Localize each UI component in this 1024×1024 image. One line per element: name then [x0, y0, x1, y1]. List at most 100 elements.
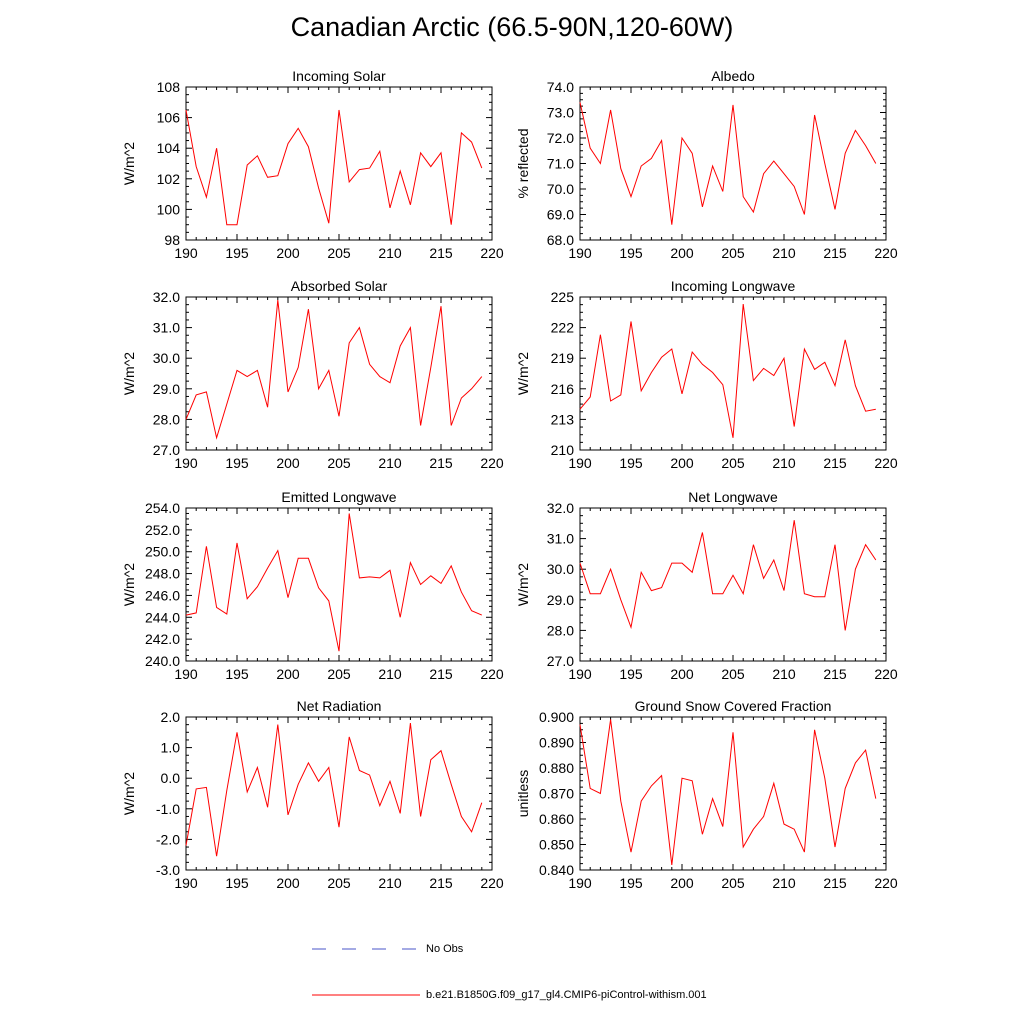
- panel-4-x-tick-label: 215: [823, 455, 847, 471]
- panel-4-series-line: [579, 304, 876, 438]
- panel-6-x-tick-label: 220: [874, 666, 898, 682]
- panel-2-x-tick-label: 210: [772, 245, 796, 261]
- panel-8-y-tick-label: 0.860: [539, 811, 574, 827]
- panel-3-y-tick-label: 32.0: [153, 289, 180, 305]
- panel-4-y-tick-label: 225: [551, 289, 575, 305]
- panel-4-x-tick-label: 200: [670, 455, 694, 471]
- panel-2-x-tick-label: 195: [619, 245, 643, 261]
- panel-5-y-tick-label: 242.0: [145, 631, 180, 647]
- panel-6-y-tick-label: 28.0: [547, 622, 574, 638]
- panel-6-y-tick-label: 29.0: [547, 592, 574, 608]
- panel-8-y-tick-label: 0.900: [539, 709, 574, 725]
- panel-3-x-tick-label: 200: [276, 455, 300, 471]
- panel-7-x-tick-label: 210: [378, 875, 402, 891]
- panel-5-x-tick-label: 190: [174, 666, 198, 682]
- panel-8-frame: [579, 716, 887, 871]
- panel-5-y-tick-label: 246.0: [145, 587, 180, 603]
- panel-2-title: Albedo: [711, 68, 755, 84]
- panel-8-x-tick-label: 200: [670, 875, 694, 891]
- panel-3-series-line: [185, 300, 483, 440]
- panel-3-y-tick-label: 31.0: [153, 320, 180, 336]
- panel-6-title: Net Longwave: [688, 489, 778, 505]
- panel-5-x-tick-label: 220: [480, 666, 504, 682]
- panel-4-x-tick-label: 210: [772, 455, 796, 471]
- panel-2-y-tick-label: 70.0: [547, 181, 574, 197]
- panel-3-x-tick-label: 190: [174, 455, 198, 471]
- panel-1-x-tick-label: 215: [429, 245, 453, 261]
- panel-8-y-tick-label: 0.870: [539, 786, 574, 802]
- panel-2-y-tick-label: 71.0: [547, 156, 574, 172]
- panel-7-y-tick-label: -3.0: [156, 862, 180, 878]
- panel-5-y-tick-label: 250.0: [145, 544, 180, 560]
- panel-2-y-tick-label: 74.0: [547, 79, 574, 95]
- panel-8-title: Ground Snow Covered Fraction: [635, 698, 832, 714]
- panel-2-series-line: [579, 102, 877, 225]
- panel-2-x-tick-label: 220: [874, 245, 898, 261]
- panel-6-x-tick-label: 195: [619, 666, 643, 682]
- panel-5-x-tick-label: 215: [429, 666, 453, 682]
- panel-2-frame: [579, 86, 887, 241]
- panel-6-x-tick-label: 190: [568, 666, 592, 682]
- panel-5-x-tick-label: 205: [327, 666, 351, 682]
- panel-3-y-tick-label: 27.0: [153, 442, 180, 458]
- panel-6-x-tick-label: 215: [823, 666, 847, 682]
- panel-2-x-tick-label: 190: [568, 245, 592, 261]
- panel-5-series-line: [185, 513, 482, 652]
- panel-2-x-tick-label: 205: [721, 245, 745, 261]
- panel-2-y-tick-label: 68.0: [547, 232, 574, 248]
- panel-2-y-tick-label: 72.0: [547, 130, 574, 146]
- panel-3-y-tick-label: 28.0: [153, 411, 180, 427]
- panel-3-x-tick-label: 220: [480, 455, 504, 471]
- panel-6-x-tick-label: 205: [721, 666, 745, 682]
- panel-2-x-tick-label: 200: [670, 245, 694, 261]
- panel-6-y-tick-label: 27.0: [547, 653, 574, 669]
- panel-3-y-axis-label: W/m^2: [121, 352, 137, 395]
- panel-2-y-tick-label: 73.0: [547, 105, 574, 121]
- panel-3-y-tick-label: 30.0: [153, 350, 180, 366]
- panel-1-y-tick-label: 100: [157, 201, 181, 217]
- panel-4-x-tick-label: 205: [721, 455, 745, 471]
- panel-3-y-tick-label: 29.0: [153, 381, 180, 397]
- panel-7-x-tick-label: 205: [327, 875, 351, 891]
- panel-6-x-tick-label: 210: [772, 666, 796, 682]
- panel-5-x-tick-label: 210: [378, 666, 402, 682]
- panel-8-y-tick-label: 0.850: [539, 837, 574, 853]
- panel-1-series-line: [185, 109, 483, 226]
- panel-4-y-tick-label: 219: [551, 350, 575, 366]
- panel-6-y-tick-label: 32.0: [547, 500, 574, 516]
- panel-6-y-tick-label: 31.0: [547, 531, 574, 547]
- panel-3-x-tick-label: 195: [225, 455, 249, 471]
- panel-1-x-tick-label: 190: [174, 245, 198, 261]
- panel-6-x-tick-label: 200: [670, 666, 694, 682]
- panel-2-y-axis-label: % reflected: [515, 128, 531, 198]
- panel-6-y-tick-label: 30.0: [547, 561, 574, 577]
- panel-1-y-tick-label: 106: [157, 110, 181, 126]
- panel-4-y-tick-label: 216: [551, 381, 575, 397]
- panel-8-x-tick-label: 205: [721, 875, 745, 891]
- panel-6-series-line: [579, 520, 877, 631]
- panel-4-x-tick-label: 190: [568, 455, 592, 471]
- panel-1-y-tick-label: 104: [157, 140, 181, 156]
- panel-5-title: Emitted Longwave: [281, 489, 396, 505]
- panel-5-y-tick-label: 240.0: [145, 653, 180, 669]
- panel-5-frame: [185, 507, 493, 662]
- panel-1-x-tick-label: 195: [225, 245, 249, 261]
- panel-5-x-tick-label: 195: [225, 666, 249, 682]
- panel-3-x-tick-label: 210: [378, 455, 402, 471]
- legend-obs-label: No Obs: [426, 943, 464, 955]
- panel-5-y-tick-label: 248.0: [145, 566, 180, 582]
- panel-7-x-tick-label: 220: [480, 875, 504, 891]
- panel-7-y-tick-label: -1.0: [156, 801, 180, 817]
- panel-1-x-tick-label: 200: [276, 245, 300, 261]
- panel-5-y-tick-label: 252.0: [145, 522, 180, 538]
- panel-3-title: Absorbed Solar: [291, 278, 388, 294]
- panel-7-title: Net Radiation: [297, 698, 382, 714]
- panel-7-series-line: [185, 723, 483, 857]
- panel-1-y-tick-label: 98: [164, 232, 180, 248]
- panel-7-frame: [185, 716, 493, 871]
- panel-8-x-tick-label: 220: [874, 875, 898, 891]
- panel-5-y-axis-label: W/m^2: [121, 563, 137, 606]
- panel-5-y-tick-label: 254.0: [145, 500, 180, 516]
- panel-4-frame: [579, 296, 887, 451]
